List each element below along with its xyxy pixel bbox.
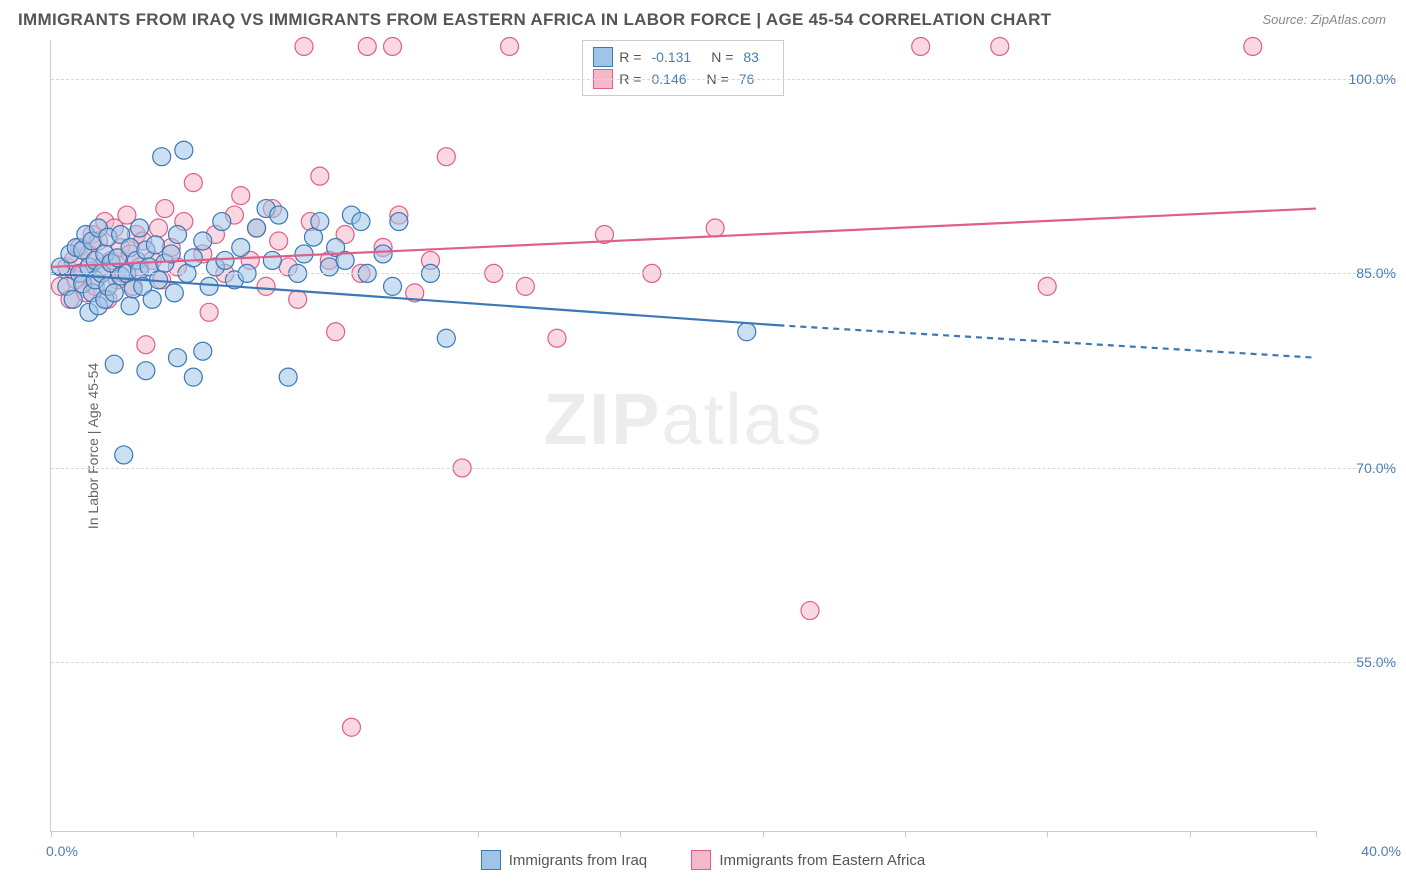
data-point	[150, 219, 168, 237]
data-point	[169, 349, 187, 367]
data-point	[912, 37, 930, 55]
data-point	[131, 219, 149, 237]
x-tick	[1047, 831, 1048, 837]
data-point	[352, 213, 370, 231]
n-label: N =	[711, 49, 733, 65]
trend-line-extrapolated	[778, 325, 1316, 357]
y-tick-label: 85.0%	[1326, 265, 1396, 281]
data-point	[311, 167, 329, 185]
data-point	[270, 206, 288, 224]
data-point	[194, 342, 212, 360]
data-point	[232, 238, 250, 256]
y-tick-label: 70.0%	[1326, 460, 1396, 476]
swatch-ea-icon	[691, 850, 711, 870]
stats-row-iraq: R = -0.131 N = 83	[593, 47, 773, 67]
data-point	[143, 290, 161, 308]
data-point	[270, 232, 288, 250]
data-point	[137, 336, 155, 354]
y-tick-label: 100.0%	[1326, 71, 1396, 87]
chart-svg	[51, 40, 1316, 831]
gridline	[51, 662, 1396, 663]
data-point	[279, 368, 297, 386]
x-tick	[763, 831, 764, 837]
data-point	[311, 213, 329, 231]
x-tick	[193, 831, 194, 837]
r-value-iraq: -0.131	[651, 49, 691, 65]
data-point	[232, 187, 250, 205]
data-point	[358, 37, 376, 55]
data-point	[706, 219, 724, 237]
data-point	[248, 219, 266, 237]
data-point	[200, 277, 218, 295]
series-legend: Immigrants from Iraq Immigrants from Eas…	[0, 850, 1406, 874]
data-point	[516, 277, 534, 295]
x-tick	[905, 831, 906, 837]
gridline	[51, 79, 1396, 80]
data-point	[289, 290, 307, 308]
data-point	[175, 141, 193, 159]
data-point	[374, 245, 392, 263]
data-point	[194, 232, 212, 250]
data-point	[548, 329, 566, 347]
source-attribution: Source: ZipAtlas.com	[1262, 12, 1386, 27]
plot-area: ZIPatlas R = -0.131 N = 83 R = 0.146 N =…	[50, 40, 1316, 832]
data-point	[184, 249, 202, 267]
data-point	[146, 236, 164, 254]
chart-title: IMMIGRANTS FROM IRAQ VS IMMIGRANTS FROM …	[18, 10, 1051, 30]
data-point	[153, 148, 171, 166]
data-point	[437, 329, 455, 347]
data-point	[121, 297, 139, 315]
data-point	[1038, 277, 1056, 295]
data-point	[738, 323, 756, 341]
legend-item-iraq: Immigrants from Iraq	[481, 850, 647, 870]
gridline	[51, 273, 1396, 274]
data-point	[115, 446, 133, 464]
data-point	[295, 37, 313, 55]
data-point	[991, 37, 1009, 55]
data-point	[184, 174, 202, 192]
x-tick	[478, 831, 479, 837]
data-point	[137, 362, 155, 380]
x-tick	[336, 831, 337, 837]
swatch-iraq	[593, 47, 613, 67]
data-point	[437, 148, 455, 166]
data-point	[801, 602, 819, 620]
gridline	[51, 468, 1396, 469]
data-point	[384, 277, 402, 295]
data-point	[184, 368, 202, 386]
data-point	[390, 213, 408, 231]
data-point	[105, 284, 123, 302]
swatch-iraq-icon	[481, 850, 501, 870]
legend-item-ea: Immigrants from Eastern Africa	[691, 850, 925, 870]
data-point	[501, 37, 519, 55]
data-point	[384, 37, 402, 55]
data-point	[263, 251, 281, 269]
x-tick	[1190, 831, 1191, 837]
data-point	[105, 355, 123, 373]
r-label: R =	[619, 49, 641, 65]
data-point	[169, 226, 187, 244]
data-point	[200, 303, 218, 321]
legend-label-ea: Immigrants from Eastern Africa	[719, 852, 925, 869]
data-point	[165, 284, 183, 302]
y-tick-label: 55.0%	[1326, 654, 1396, 670]
data-point	[1244, 37, 1262, 55]
data-point	[216, 251, 234, 269]
data-point	[327, 323, 345, 341]
legend-label-iraq: Immigrants from Iraq	[509, 852, 647, 869]
data-point	[257, 277, 275, 295]
stats-legend: R = -0.131 N = 83 R = 0.146 N = 76	[582, 40, 784, 96]
n-value-iraq: 83	[743, 49, 759, 65]
x-tick	[620, 831, 621, 837]
data-point	[64, 290, 82, 308]
x-tick	[1316, 831, 1317, 837]
data-point	[342, 718, 360, 736]
x-tick	[51, 831, 52, 837]
data-point	[213, 213, 231, 231]
data-point	[156, 200, 174, 218]
